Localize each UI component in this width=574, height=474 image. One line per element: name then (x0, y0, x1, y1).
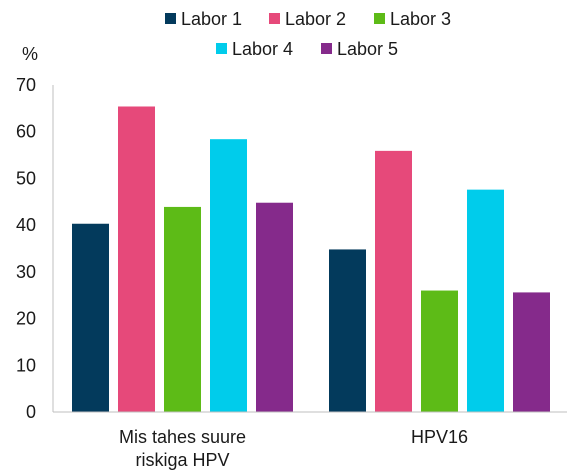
legend-label: Labor 2 (285, 9, 346, 29)
legend-label: Labor 1 (181, 9, 242, 29)
y-tick-label: 0 (26, 402, 36, 422)
x-category-label: HPV16 (411, 427, 468, 447)
bar-labor-2 (375, 150, 412, 413)
legend-label: Labor 3 (390, 9, 451, 29)
x-axis-categories: Mis tahes suure riskiga HPV HPV16 (119, 427, 468, 470)
y-tick-label: 60 (16, 122, 36, 142)
bar-labor-2 (118, 106, 155, 412)
legend-swatch (374, 13, 385, 24)
y-axis-unit-label: % (22, 44, 38, 64)
y-tick-label: 40 (16, 215, 36, 235)
legend: Labor 1 Labor 2 Labor 3 Labor 4 Labor 5 (165, 9, 451, 59)
y-tick-label: 20 (16, 309, 36, 329)
bar-labor-5 (513, 292, 550, 412)
bars (72, 106, 550, 413)
legend-label: Labor 5 (337, 39, 398, 59)
y-tick-label: 10 (16, 355, 36, 375)
bar-labor-4 (210, 139, 247, 412)
bar-labor-1 (329, 249, 366, 412)
legend-swatch (216, 43, 227, 54)
y-tick-label: 70 (16, 75, 36, 95)
bar-labor-3 (164, 206, 201, 412)
legend-swatch (269, 13, 280, 24)
y-tick-label: 50 (16, 168, 36, 188)
legend-label: Labor 4 (232, 39, 293, 59)
bar-labor-3 (421, 290, 458, 412)
y-tick-label: 30 (16, 262, 36, 282)
legend-swatch (165, 13, 176, 24)
legend-swatch (321, 43, 332, 54)
bar-labor-5 (256, 202, 293, 412)
bar-labor-4 (467, 189, 504, 412)
y-axis-ticks: 0 10 20 30 40 50 60 70 (16, 75, 36, 422)
bar-labor-1 (72, 223, 109, 412)
x-category-label: Mis tahes suure riskiga HPV (119, 427, 246, 470)
